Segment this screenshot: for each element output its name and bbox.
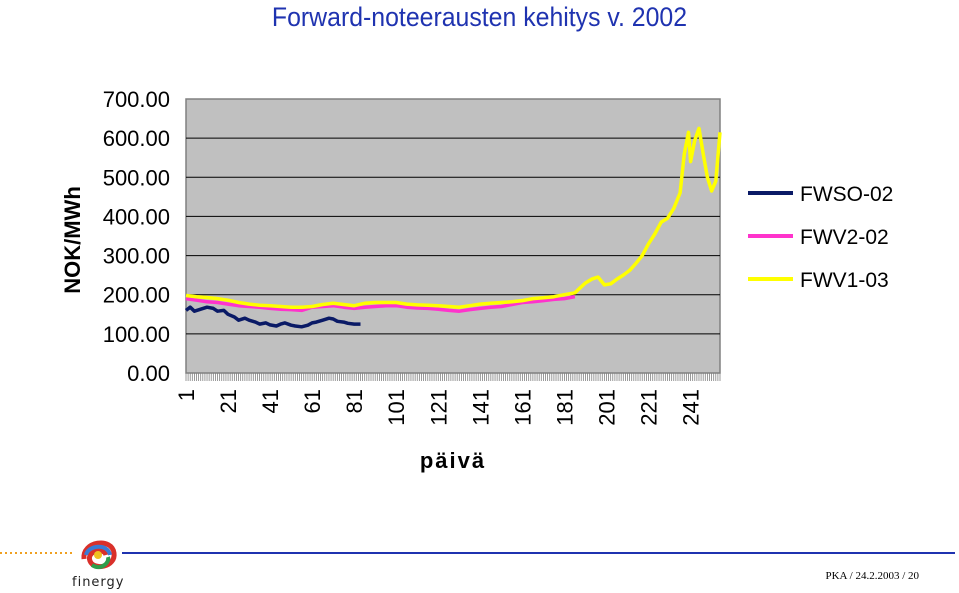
x-tick-label: 221 (637, 389, 662, 426)
grid-lines (186, 137, 720, 335)
legend-label: FWV1-03 (800, 269, 889, 292)
page-title: Forward-noteerausten kehitys v. 2002 (271, 2, 688, 32)
x-tick-label: 41 (258, 389, 283, 413)
x-tick-label: 21 (216, 389, 241, 413)
x-tick-label: 81 (342, 389, 367, 413)
plot-area (185, 98, 721, 374)
x-tick-label: 201 (594, 389, 619, 426)
x-tick-label: 61 (300, 389, 325, 413)
y-tick-label: 300.00 (103, 244, 170, 269)
legend-label: FWSO-02 (800, 183, 893, 206)
series-line-fwso-02 (184, 305, 361, 329)
series-line-fwv2-02 (185, 294, 576, 313)
x-tick-label: 241 (679, 389, 704, 426)
footer-text: PKA / 24.2.2003 / 20 (825, 570, 919, 582)
y-tick-label: 700.00 (103, 87, 170, 112)
y-tick-label: 100.00 (103, 322, 170, 347)
x-tick-label: 141 (468, 389, 493, 426)
y-tick-label: 400.00 (103, 204, 170, 229)
x-tick-label: 161 (510, 389, 535, 426)
y-axis-tick-labels: 0.00 100.00 200.00 300.00 400.00 500.00 600.00… (103, 87, 170, 386)
x-axis-label: päivä (420, 448, 486, 473)
legend-label: FWV2-02 (800, 226, 889, 249)
x-tick-label: 101 (384, 389, 409, 426)
x-tick-label: 121 (426, 389, 451, 426)
x-axis-ticks (185, 372, 721, 381)
logo-wordmark: finergy (72, 575, 125, 590)
x-axis-tick-labels: 1 21 41 61 81 101 121 141 161 181 201 221 241 (174, 389, 704, 426)
y-axis-label: NOK/MWh (60, 186, 85, 294)
x-tick-label: 181 (552, 389, 577, 426)
series-lines (184, 126, 722, 329)
y-tick-label: 600.00 (103, 126, 170, 151)
finergy-logo-icon (81, 540, 117, 570)
y-tick-label: 200.00 (103, 283, 170, 308)
x-tick-label: 1 (174, 389, 199, 401)
y-tick-label: 0.00 (127, 361, 170, 386)
legend: FWSO-02 FWV2-02 FWV1-03 (748, 183, 893, 292)
y-tick-label: 500.00 (103, 165, 170, 190)
series-line-fwv1-03 (185, 126, 722, 309)
